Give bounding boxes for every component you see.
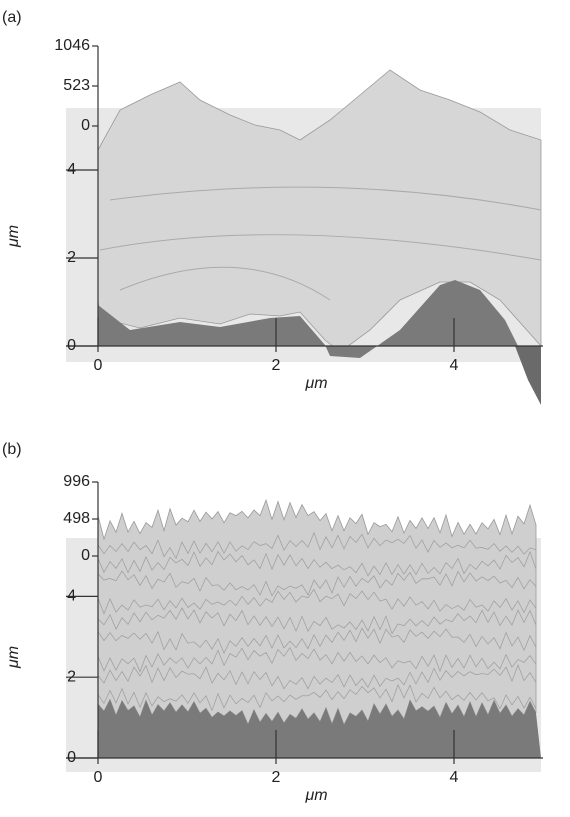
x-axis-label: μm — [304, 375, 327, 392]
y-axis-label: μm — [5, 646, 22, 669]
z-tick-label: 1046 — [54, 37, 90, 54]
panel-label: (a) — [2, 9, 22, 26]
x-tick-label: 0 — [94, 357, 103, 374]
x-tick-label: 4 — [450, 769, 459, 786]
y-tick-label: 0 — [67, 749, 76, 766]
x-axis-label: μm — [304, 787, 327, 804]
z-tick-label: 498 — [63, 510, 90, 527]
y-axis-label: μm — [5, 225, 22, 248]
z-tick-label: 0 — [81, 547, 90, 564]
x-tick-label: 2 — [272, 769, 281, 786]
panel-label: (b) — [2, 441, 22, 458]
y-tick-label: 0 — [67, 337, 76, 354]
panel: (a) 0 2 4 0 2 4 0 523 1046 μm μm — [2, 9, 543, 405]
surface-dip — [515, 346, 541, 405]
z-tick-label: 523 — [63, 77, 90, 94]
x-tick-label: 0 — [94, 769, 103, 786]
z-tick-label: 996 — [63, 473, 90, 490]
y-tick-label: 4 — [67, 161, 76, 178]
x-tick-label: 2 — [272, 357, 281, 374]
y-tick-label: 2 — [67, 249, 76, 266]
surface — [98, 500, 536, 725]
figure: (a) 0 2 4 0 2 4 0 523 1046 μm μm (b) 0 2 4 0 2 4 0 498 996 μm μ… — [0, 0, 570, 817]
y-tick-label: 2 — [67, 668, 76, 685]
panel: (b) 0 2 4 0 2 4 0 498 996 μm μm — [2, 441, 543, 804]
z-tick-label: 0 — [81, 117, 90, 134]
x-tick-label: 4 — [450, 357, 459, 374]
y-tick-label: 4 — [67, 588, 76, 605]
